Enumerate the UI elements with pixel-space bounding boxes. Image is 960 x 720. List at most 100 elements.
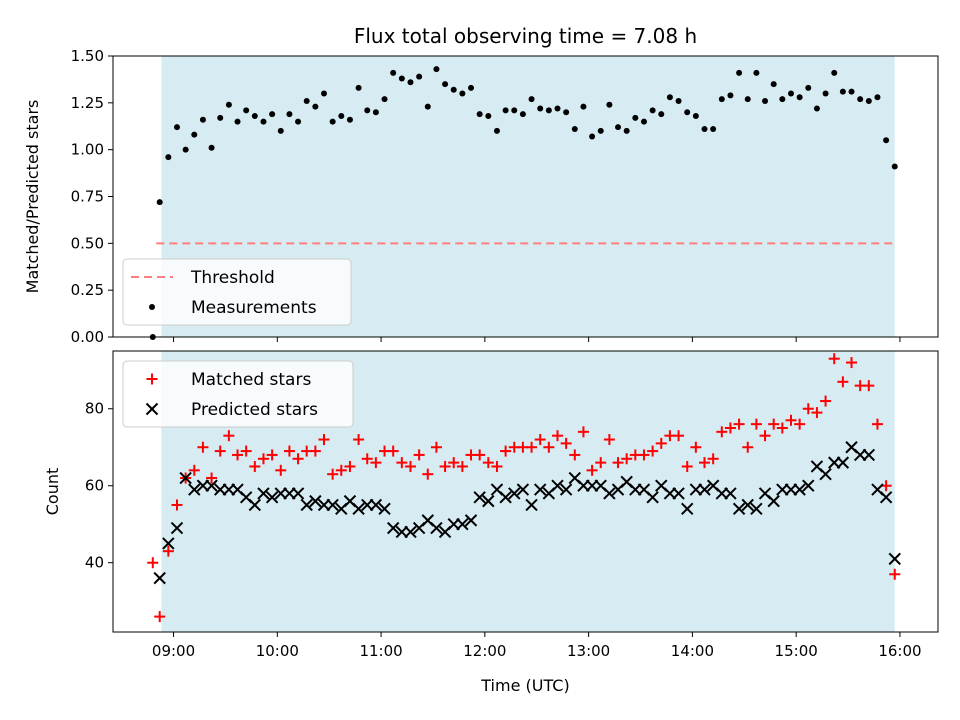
- bottom-y-tick-label: 40: [85, 554, 104, 572]
- legend-matched-label: Matched stars: [191, 370, 311, 390]
- measurement-point: [710, 126, 717, 133]
- predicted-star-point: [188, 483, 201, 496]
- matched-star-point: [491, 460, 503, 472]
- measurement-point: [753, 69, 760, 76]
- legend-predicted-label: Predicted stars: [191, 400, 318, 420]
- measurement-point: [883, 137, 890, 144]
- matched-star-point: [309, 445, 321, 457]
- predicted-star-point: [750, 502, 763, 516]
- matched-star-point: [396, 457, 408, 469]
- measurement-point: [891, 163, 898, 170]
- predicted-star-point: [559, 483, 573, 496]
- bottom-axes-frame: [112, 350, 939, 633]
- measurement-point: [199, 116, 206, 123]
- matched-star-point: [283, 445, 295, 457]
- measurement-point: [502, 107, 509, 114]
- matched-star-point: [828, 353, 840, 365]
- measurement-point: [234, 118, 241, 125]
- top-y-tick-label: 1.25: [71, 94, 104, 112]
- measurement-point: [295, 118, 302, 125]
- matched-star-point: [759, 430, 771, 442]
- matched-star-point: [214, 445, 226, 457]
- matched-star-point: [638, 449, 650, 461]
- legend-threshold-label: Threshold: [190, 268, 275, 288]
- x-tick-label: 09:00: [152, 642, 195, 660]
- matched-star-point: [690, 441, 702, 453]
- measurement-point: [787, 90, 794, 97]
- matched-star-point: [577, 426, 589, 438]
- measurement-point: [260, 118, 267, 125]
- top-y-tick-label: 0.75: [71, 188, 104, 206]
- measurement-point: [286, 111, 293, 118]
- matched-star-point: [344, 460, 356, 472]
- measurement-point: [217, 114, 224, 121]
- measurement-point: [493, 127, 500, 134]
- measurement-point: [329, 118, 336, 125]
- predicted-star-point: [533, 483, 547, 496]
- x-tick-label: 13:00: [567, 642, 610, 660]
- matched-star-point: [387, 445, 399, 457]
- predicted-star-point: [698, 483, 711, 496]
- measurement-point: [225, 101, 232, 108]
- matched-star-point: [448, 457, 460, 469]
- bottom-legend: Matched stars Predicted stars: [122, 360, 354, 428]
- predicted-star-point: [265, 491, 279, 504]
- measurement-point: [649, 107, 656, 114]
- measurement-point: [442, 81, 449, 88]
- measurement-point: [736, 69, 743, 76]
- x-tick-label: 10:00: [256, 642, 299, 660]
- matched-star-point: [863, 380, 875, 392]
- matched-star-point: [430, 441, 442, 453]
- measurement-point: [727, 92, 734, 99]
- measurement-point: [675, 97, 682, 104]
- measurement-point: [191, 131, 198, 138]
- predicted-star-point: [681, 502, 694, 516]
- matched-star-point: [785, 414, 797, 426]
- matched-star-point: [404, 460, 416, 472]
- measurement-point: [355, 84, 362, 91]
- predicted-star-point: [369, 498, 383, 512]
- measurement-point: [468, 84, 475, 91]
- measurement-point: [364, 107, 371, 114]
- measurement-point: [156, 199, 163, 206]
- matched-star-point: [820, 395, 832, 407]
- measurement-point: [537, 105, 544, 112]
- measurement-point: [571, 126, 578, 133]
- measurement-point: [476, 111, 483, 118]
- matched-star-point: [768, 418, 780, 430]
- predicted-star-point: [248, 498, 262, 512]
- predicted-star-point: [836, 456, 850, 469]
- measurement-point: [485, 112, 492, 119]
- predicted-star-point: [162, 537, 175, 550]
- measurement-point: [874, 94, 881, 101]
- measurement-point: [701, 126, 708, 133]
- measurement-point: [165, 154, 172, 161]
- measurement-point: [839, 88, 846, 95]
- matched-star-point: [526, 441, 538, 453]
- matched-star-point: [197, 441, 209, 453]
- legend-box: [122, 360, 354, 428]
- predicted-star-point: [153, 571, 166, 585]
- predicted-star-point: [378, 502, 391, 516]
- predicted-star-point: [646, 491, 659, 504]
- x-tick-label: 12:00: [463, 642, 506, 660]
- top-x-ticks: [173, 337, 901, 342]
- predicted-star-point: [551, 479, 564, 492]
- matched-star-point: [776, 422, 788, 434]
- matched-star-point: [456, 460, 468, 472]
- matched-star-point: [889, 568, 901, 580]
- predicted-star-point: [888, 552, 901, 566]
- top-panel: 0.00 0.25 0.50 0.75 1.00 1.25 1.50 Flux total …: [23, 24, 939, 346]
- predicted-star-point: [672, 487, 685, 500]
- measurement-point: [822, 90, 829, 97]
- measurement-point: [450, 86, 457, 93]
- matched-star-point: [500, 445, 512, 457]
- matched-star-point: [794, 418, 806, 430]
- measurement-point: [303, 97, 310, 104]
- measurement-point: [312, 103, 319, 110]
- measurement-point: [805, 84, 812, 91]
- measurement-point: [597, 127, 604, 134]
- predicted-star-point: [516, 483, 530, 496]
- matched-star-point: [223, 430, 235, 442]
- measurement-point: [208, 144, 215, 151]
